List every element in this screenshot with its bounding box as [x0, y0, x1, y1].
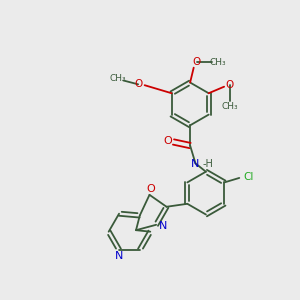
- Text: CH₃: CH₃: [110, 74, 126, 83]
- Text: O: O: [134, 79, 142, 89]
- Text: -H: -H: [202, 159, 213, 169]
- Text: N: N: [191, 159, 200, 169]
- Text: N: N: [158, 221, 167, 231]
- Text: O: O: [163, 136, 172, 146]
- Text: N: N: [115, 251, 123, 261]
- Text: O: O: [146, 184, 155, 194]
- Text: CH₃: CH₃: [221, 102, 238, 111]
- Text: O: O: [193, 57, 201, 67]
- Text: O: O: [226, 80, 234, 90]
- Text: Cl: Cl: [243, 172, 254, 182]
- Text: CH₃: CH₃: [210, 58, 226, 67]
